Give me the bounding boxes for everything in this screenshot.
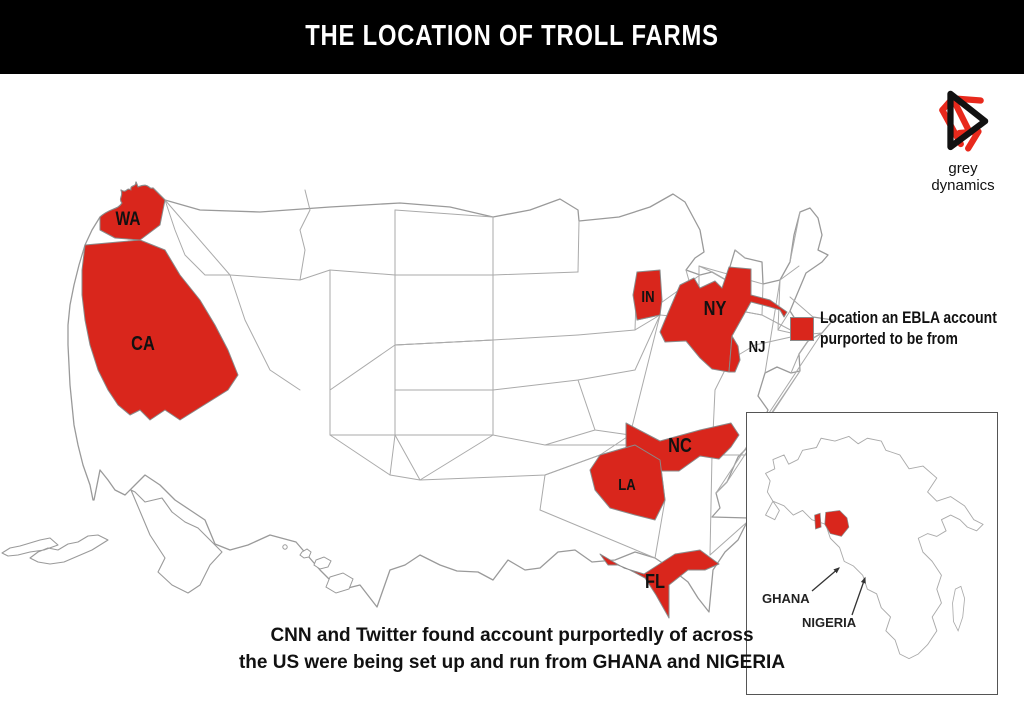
- svg-text:NJ: NJ: [749, 339, 766, 356]
- svg-text:NC: NC: [668, 433, 692, 456]
- svg-text:CA: CA: [131, 331, 155, 354]
- svg-text:IN: IN: [641, 289, 654, 306]
- svg-text:LA: LA: [618, 477, 636, 494]
- svg-text:WA: WA: [115, 208, 140, 230]
- svg-text:FL: FL: [645, 569, 665, 592]
- svg-text:NY: NY: [704, 296, 727, 319]
